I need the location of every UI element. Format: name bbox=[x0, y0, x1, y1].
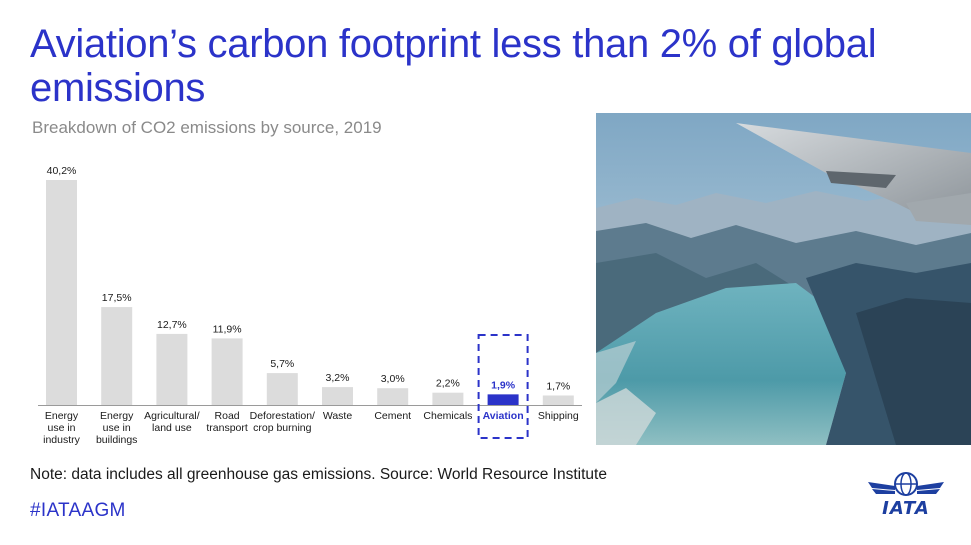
bar bbox=[211, 338, 243, 405]
data-label: 12,7% bbox=[157, 319, 187, 331]
data-label: 17,5% bbox=[102, 292, 132, 304]
category-label: buildings bbox=[96, 434, 137, 446]
data-label: 1,9% bbox=[491, 379, 516, 391]
iata-globe-wings-icon bbox=[868, 472, 944, 496]
bar bbox=[377, 388, 409, 405]
bar bbox=[46, 180, 77, 405]
bar bbox=[266, 373, 298, 405]
airplane-wing-mountains-image bbox=[596, 113, 971, 445]
highlight-dashed-box bbox=[477, 334, 529, 439]
data-label: 2,2% bbox=[436, 378, 460, 390]
bar bbox=[542, 395, 574, 405]
source-note: Note: data includes all greenhouse gas e… bbox=[30, 466, 607, 483]
category-label: crop burning bbox=[253, 422, 312, 434]
hashtag: #IATAAGM bbox=[30, 500, 126, 521]
category-label: Energy bbox=[45, 410, 79, 422]
category-label: Shipping bbox=[538, 410, 579, 422]
data-label: 1,7% bbox=[546, 380, 570, 392]
category-label: land use bbox=[152, 422, 192, 434]
category-label: transport bbox=[206, 422, 248, 434]
bar-chart: 40,2% Energy use in industry 17,5% Energy use … bbox=[30, 150, 590, 450]
chart-subtitle: Breakdown of CO2 emissions by source, 20… bbox=[32, 118, 382, 137]
data-label: 3,0% bbox=[381, 373, 405, 385]
category-label: Cement bbox=[374, 410, 411, 422]
category-label: Road bbox=[215, 410, 240, 422]
iata-logo-text: IATA bbox=[882, 498, 930, 519]
category-label: Aviation bbox=[483, 410, 524, 422]
category-label: Deforestation/ bbox=[250, 410, 315, 422]
category-label: Chemicals bbox=[423, 410, 472, 422]
category-label: Agricultural/ bbox=[144, 410, 200, 422]
bar bbox=[156, 333, 188, 405]
bar bbox=[432, 392, 464, 405]
data-label: 3,2% bbox=[326, 372, 350, 384]
bar bbox=[487, 394, 519, 405]
aerial-photo bbox=[596, 113, 971, 445]
data-label: 5,7% bbox=[270, 358, 294, 370]
data-label: 40,2% bbox=[47, 165, 77, 177]
page-title: Aviation’s carbon footprint less than 2%… bbox=[30, 22, 877, 110]
category-label: industry bbox=[43, 434, 81, 446]
bar bbox=[101, 307, 133, 405]
category-label: use in bbox=[47, 422, 75, 434]
data-label: 11,9% bbox=[213, 323, 242, 335]
category-label: use in bbox=[103, 422, 131, 434]
category-label: Waste bbox=[323, 410, 353, 422]
bar bbox=[322, 387, 353, 405]
iata-logo: IATA bbox=[866, 470, 946, 522]
category-label: Energy bbox=[100, 410, 134, 422]
